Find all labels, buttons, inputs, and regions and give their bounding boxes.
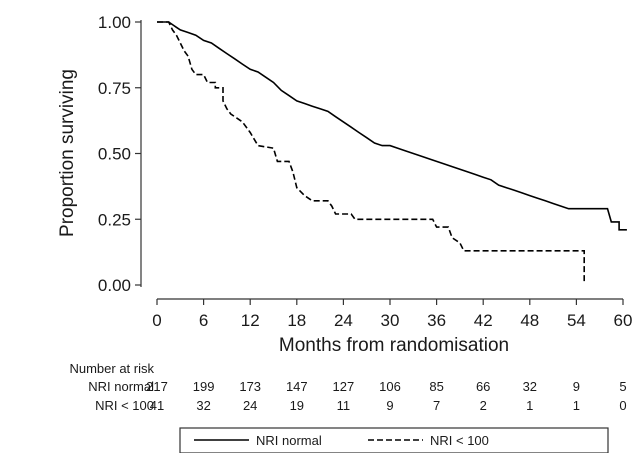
risk-count: 85 bbox=[429, 379, 443, 394]
series-line-nri-normal bbox=[157, 21, 627, 231]
risk-row-label-nri-lt-100: NRI < 100 bbox=[95, 398, 154, 413]
x-tick-label: 36 bbox=[427, 311, 446, 330]
risk-count: 9 bbox=[386, 398, 393, 413]
y-tick-label: 0.00 bbox=[98, 276, 131, 295]
y-tick-label: 1.00 bbox=[98, 13, 131, 32]
risk-count: 66 bbox=[476, 379, 490, 394]
risk-count: 1 bbox=[573, 398, 580, 413]
risk-count: 24 bbox=[243, 398, 257, 413]
risk-count: 32 bbox=[523, 379, 537, 394]
risk-count: 106 bbox=[379, 379, 401, 394]
series-layer bbox=[157, 21, 627, 283]
risk-count: 127 bbox=[333, 379, 355, 394]
y-tick-label: 0.25 bbox=[98, 210, 131, 229]
legend-label-nri-lt-100: NRI < 100 bbox=[430, 433, 489, 448]
risk-count: 41 bbox=[150, 398, 164, 413]
risk-count: 2 bbox=[480, 398, 487, 413]
x-tick-label: 42 bbox=[474, 311, 493, 330]
risk-table-title: Number at risk bbox=[69, 361, 154, 376]
x-tick-label: 6 bbox=[199, 311, 208, 330]
x-tick-label: 30 bbox=[381, 311, 400, 330]
x-tick-label: 60 bbox=[614, 311, 633, 330]
risk-count: 217 bbox=[146, 379, 168, 394]
y-tick-label: 0.50 bbox=[98, 145, 131, 164]
x-tick-label: 12 bbox=[241, 311, 260, 330]
risk-count: 5 bbox=[619, 379, 626, 394]
risk-row-label-nri-normal: NRI normal bbox=[88, 379, 154, 394]
risk-count: 1 bbox=[526, 398, 533, 413]
x-tick-label: 0 bbox=[152, 311, 161, 330]
risk-count: 0 bbox=[619, 398, 626, 413]
risk-count: 9 bbox=[573, 379, 580, 394]
legend-label-nri-normal: NRI normal bbox=[256, 433, 322, 448]
x-tick-label: 54 bbox=[567, 311, 586, 330]
x-tick-label: 24 bbox=[334, 311, 353, 330]
risk-count: 147 bbox=[286, 379, 308, 394]
y-axis: 0.00 0.25 0.50 0.75 1.00 bbox=[98, 13, 142, 295]
x-axis: 0 6 12 18 24 30 36 42 48 54 60 bbox=[152, 298, 633, 330]
risk-table: Number at risk NRI normal NRI < 100 217 1… bbox=[69, 361, 626, 413]
legend: NRI normal NRI < 100 bbox=[179, 427, 609, 453]
y-axis-title: Proportion surviving bbox=[57, 69, 78, 237]
x-axis-title: Months from randomisation bbox=[279, 335, 509, 356]
risk-count: 32 bbox=[196, 398, 210, 413]
series-line-nri-lt-100 bbox=[157, 21, 585, 283]
risk-count: 173 bbox=[239, 379, 261, 394]
risk-count: 199 bbox=[193, 379, 215, 394]
risk-count: 19 bbox=[290, 398, 304, 413]
x-tick-label: 18 bbox=[287, 311, 306, 330]
risk-count: 11 bbox=[337, 398, 351, 413]
y-tick-label: 0.75 bbox=[98, 79, 131, 98]
legend-box bbox=[179, 427, 609, 453]
x-tick-label: 48 bbox=[520, 311, 539, 330]
risk-count: 7 bbox=[433, 398, 440, 413]
